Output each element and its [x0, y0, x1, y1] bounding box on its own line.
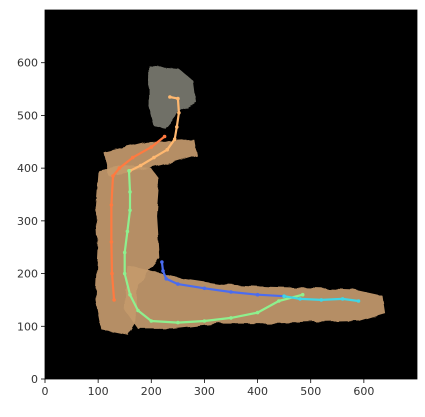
trajectory-point	[128, 208, 132, 213]
trajectory-point	[160, 260, 164, 264]
plot-frame	[44, 9, 418, 380]
trajectory-point	[356, 299, 361, 303]
trajectory-point	[255, 292, 260, 297]
trajectory-point	[202, 319, 207, 323]
trajectory-point	[109, 240, 114, 244]
trajectory-point	[319, 298, 324, 302]
trajectory-point	[172, 137, 177, 141]
x-tick-label: 300	[194, 385, 215, 398]
trajectory-point	[162, 134, 167, 139]
trajectory-point	[111, 174, 115, 178]
trajectory-point	[176, 282, 180, 286]
trajectory-point	[177, 111, 181, 115]
trajectory-point	[110, 271, 114, 276]
trajectory-point	[117, 166, 122, 170]
x-axis: 0 100 200 300 400 500 600	[42, 379, 374, 398]
trajectory-point	[168, 95, 172, 99]
x-tick-label: 200	[141, 385, 162, 398]
trajectory-point	[125, 229, 130, 234]
y-tick-label: 500	[17, 109, 38, 122]
trajectory-point	[340, 297, 345, 301]
trajectory-point	[229, 316, 233, 320]
y-tick-label: 0	[31, 373, 38, 386]
trajectory-point	[109, 203, 114, 207]
trajectory-point	[176, 96, 180, 101]
trajectory-point	[152, 155, 156, 160]
trajectory-point	[282, 294, 286, 299]
trajectory-layer	[109, 95, 361, 325]
trajectory-point	[229, 290, 233, 294]
y-tick-label: 300	[17, 215, 38, 228]
trajectory-point	[122, 250, 127, 255]
trajectory-point	[112, 298, 116, 302]
y-tick-label: 600	[17, 57, 38, 70]
trajectory-point	[175, 125, 179, 129]
trajectory-point	[255, 310, 260, 315]
trajectory-point	[277, 299, 281, 303]
trajectory-point	[127, 169, 131, 173]
y-tick-label: 200	[17, 268, 38, 281]
trajectory-point	[128, 190, 132, 194]
trajectory-point	[161, 269, 165, 273]
trajectory-5	[282, 294, 361, 303]
trajectory-3	[122, 169, 305, 325]
x-tick-label: 500	[300, 385, 321, 398]
trajectory-point	[130, 155, 135, 160]
trajectory-point	[300, 292, 305, 297]
trajectory-point	[202, 286, 207, 291]
x-tick-label: 0	[42, 385, 49, 398]
x-tick-label: 600	[353, 385, 374, 398]
x-tick-label: 100	[88, 385, 109, 398]
trajectory-point	[136, 308, 140, 313]
trajectory-point	[176, 320, 180, 325]
trajectory-point	[149, 319, 154, 323]
y-tick-label: 400	[17, 162, 38, 175]
trajectory-point	[122, 271, 127, 276]
y-tick-label: 100	[17, 320, 38, 333]
trajectory-point	[164, 277, 168, 281]
trajectory-point	[298, 297, 302, 301]
trajectory-point	[165, 147, 169, 152]
room-lower-wing	[124, 265, 386, 329]
trajectory-2	[109, 134, 167, 302]
y-axis: 0 100 200 300 400 500 600	[17, 57, 45, 386]
trajectory-point	[128, 292, 132, 297]
trajectory-point	[149, 145, 154, 149]
x-tick-label: 400	[247, 385, 268, 398]
trajectory-point	[138, 163, 143, 168]
